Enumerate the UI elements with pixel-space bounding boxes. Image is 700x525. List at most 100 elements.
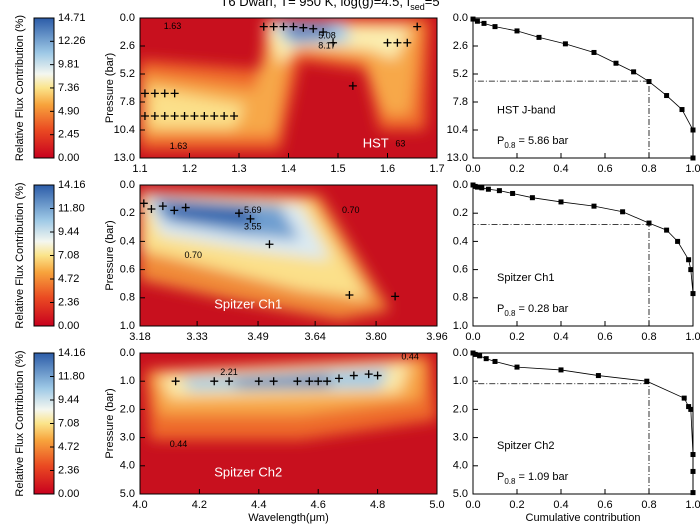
peak-marker [140, 89, 149, 98]
colorbar-tick-label: 14.16 [58, 179, 86, 191]
peak-marker [235, 209, 243, 218]
point [631, 69, 637, 75]
contour-label: 63 [395, 138, 405, 148]
contour-label: 2.21 [220, 367, 238, 377]
p-symbol: P [497, 471, 504, 483]
x-tick-label: 1.4 [281, 163, 296, 175]
peak-marker [334, 374, 343, 383]
x-axis-label: Cumulative contribution [526, 512, 641, 524]
contour-field [140, 353, 437, 494]
y-tick-label: 13.0 [447, 152, 468, 164]
x-tick-label: 4.0 [132, 499, 147, 511]
p-value: = 0.28 bar [518, 303, 568, 315]
x-tick-label: 1.0 [685, 163, 700, 175]
x-tick-label: 0.0 [465, 331, 480, 343]
band-label: HST [363, 135, 389, 150]
x-tick-label: 0.8 [641, 499, 656, 511]
x-tick-label: 1.3 [231, 163, 246, 175]
plot-bg [473, 353, 693, 494]
band-label: Spitzer Ch2 [497, 440, 554, 452]
x-tick-label: 1.0 [685, 499, 700, 511]
x-tick-label: 1.7 [429, 163, 444, 175]
peak-marker [314, 377, 323, 386]
y-tick-label: 0.8 [453, 292, 468, 304]
peak-marker [181, 203, 190, 212]
x-tick-label: 3.18 [129, 331, 150, 343]
peak-marker [413, 22, 422, 31]
colorbar-tick-label: 0.00 [58, 152, 79, 164]
x-tick-label: 0.0 [465, 163, 480, 175]
peak-marker [259, 22, 268, 31]
band-label: HST J-band [497, 104, 556, 116]
y-axis-label: Pressure (bar) [104, 220, 116, 290]
x-tick-label: 0.2 [509, 331, 524, 343]
colorbar-tick-label: 7.08 [58, 417, 79, 429]
x-tick-label: 3.80 [365, 331, 386, 343]
colorbar-tick-label: 7.08 [58, 249, 79, 261]
y-tick-label: 0.0 [120, 179, 135, 191]
point [688, 267, 694, 273]
y-tick-label: 4.0 [453, 460, 468, 472]
peak-marker [383, 38, 392, 47]
y-tick-label: 0.2 [120, 207, 135, 219]
point [688, 406, 694, 412]
y-tick-label: 3.0 [120, 432, 135, 444]
point [496, 188, 502, 194]
peak-marker [147, 204, 156, 213]
point [664, 93, 670, 99]
colorbar-tick-label: 14.71 [58, 12, 86, 24]
y-tick-label: 10.4 [114, 124, 135, 136]
colorbar-tick-label: 2.45 [58, 129, 79, 141]
frame [472, 17, 694, 159]
y-tick-label: 0.4 [120, 235, 135, 247]
contour-label: 5.69 [244, 205, 262, 215]
peak-marker [319, 28, 328, 36]
peak-marker [225, 377, 234, 386]
y-tick-label: 4.0 [120, 460, 135, 472]
colorbar-tick-label: 4.90 [58, 105, 79, 117]
frame [139, 184, 438, 327]
point [514, 28, 520, 34]
colorbar-tick-label: 9.44 [58, 226, 79, 238]
colorbar-tick-label: 4.72 [58, 441, 79, 453]
p-sub: 0.8 [504, 141, 516, 150]
x-tick-label: 1.0 [685, 331, 700, 343]
peak-marker [265, 240, 274, 249]
colorbar-label: Relative Flux Contribution (%) [14, 350, 26, 496]
frame [139, 352, 438, 495]
point [474, 18, 480, 24]
y-tick-label: 7.8 [453, 96, 468, 108]
peak-marker [150, 112, 159, 120]
y-tick-label: 0.0 [453, 179, 468, 191]
x-tick-label: 0.4 [553, 331, 568, 343]
peak-marker [150, 89, 159, 98]
point [481, 20, 487, 26]
peak-marker [373, 371, 382, 380]
peak-marker [200, 112, 209, 120]
point [690, 452, 696, 458]
x-tick-label: 0.4 [553, 163, 568, 175]
peak-marker [329, 38, 338, 47]
peak-marker [293, 377, 302, 386]
x-tick-label: 0.6 [597, 163, 612, 175]
point [477, 353, 483, 359]
peak-marker [349, 371, 358, 380]
plot-bg [473, 185, 693, 326]
colorbar-tick-label: 9.81 [58, 59, 79, 71]
p-sub: 0.8 [504, 477, 516, 486]
y-tick-label: 2.6 [453, 40, 468, 52]
colorbar-tick-label: 0.00 [58, 488, 79, 500]
peak-marker [348, 81, 357, 90]
p08-label: P0.8 = 1.09 bar [497, 471, 569, 486]
peak-marker [171, 377, 180, 386]
y-tick-label: 1.0 [453, 320, 468, 332]
x-tick-label: 0.4 [553, 499, 568, 511]
point [562, 41, 568, 47]
point [510, 190, 516, 196]
point [470, 16, 476, 22]
y-tick-label: 0.6 [453, 264, 468, 276]
x-tick-label: 1.1 [132, 163, 147, 175]
p-symbol: P [497, 135, 504, 147]
peak-marker [170, 89, 179, 98]
peak-marker [269, 377, 278, 386]
